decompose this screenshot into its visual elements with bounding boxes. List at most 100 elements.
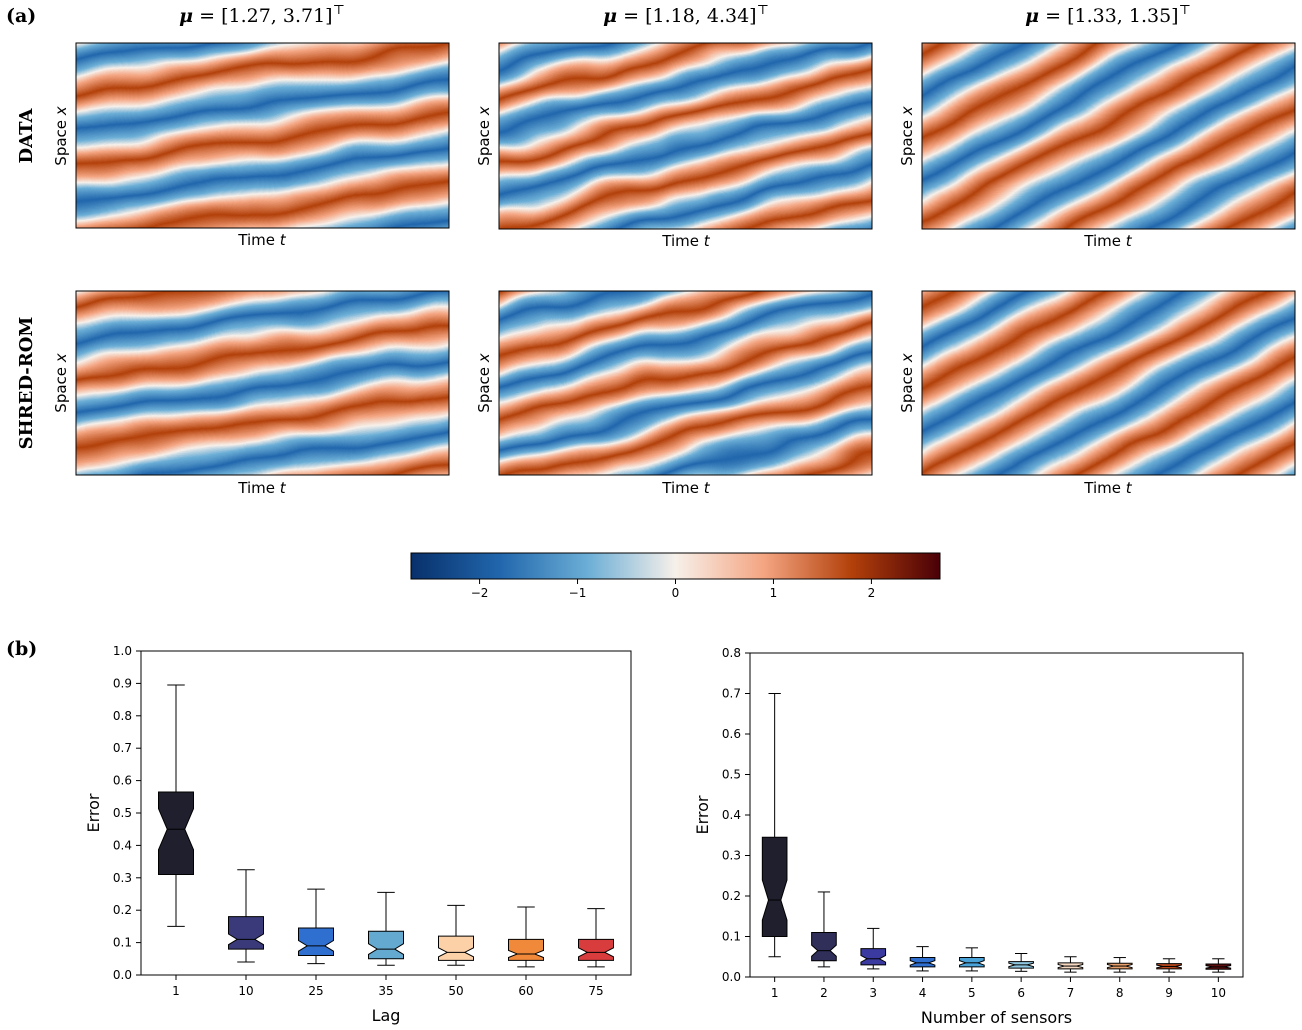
ylabel: Space x [898, 353, 916, 413]
box-35 [368, 891, 404, 966]
y-tick-label: 0.7 [113, 741, 132, 755]
box-7 [1057, 956, 1084, 973]
x-tick-label: 50 [448, 984, 463, 998]
y-tick-label: 0.7 [722, 687, 741, 701]
heatmap-data-1 [75, 42, 450, 229]
box-6 [1008, 953, 1034, 972]
xlabel: Time t [1083, 232, 1133, 250]
colorbar-gradient [410, 552, 941, 580]
heatmap-axis-labels: Time t Time t Time t Time t Time t Time … [52, 106, 1133, 497]
xlabel: Time t [237, 231, 287, 249]
box-60 [508, 906, 544, 968]
heatmap-field [499, 291, 872, 475]
y-tick-label: 0.1 [722, 930, 741, 944]
heatmap-shred-1 [75, 290, 450, 476]
xlabel: Time t [1083, 479, 1133, 497]
x-tick-label: 4 [919, 986, 927, 1000]
heatmap-shred-2 [498, 290, 873, 476]
heatmap-shred-3 [921, 290, 1296, 476]
x-tick-label: 25 [308, 984, 323, 998]
ylabel: Space x [52, 106, 70, 166]
y-tick-label: 0.8 [722, 646, 741, 660]
y-tick-label: 0.1 [113, 936, 132, 950]
y-tick-label: 0.4 [113, 838, 132, 852]
heatmap-data-3 [921, 42, 1296, 230]
y-tick-label: 0.2 [113, 903, 132, 917]
box-5 [959, 947, 985, 972]
ylabel: Space x [475, 106, 493, 166]
y-axis-label: Error [693, 795, 712, 834]
boxplot-lag: 0.0 0.1 0.2 0.3 0.4 0.5 0.6 0.7 0.8 0.9 1.0 1 10 25 35… [84, 644, 632, 1025]
y-tick-label: 0.8 [113, 709, 132, 723]
row-label-shred: SHRED-ROM [16, 317, 37, 450]
heatmap-field [922, 43, 1295, 229]
x-tick-label: 75 [588, 984, 603, 998]
colorbar: −2 −1 0 1 2 [410, 552, 941, 600]
x-tick-label: 10 [238, 984, 253, 998]
heatmap-data-2 [498, 42, 873, 230]
ylabel: Space x [475, 353, 493, 413]
colorbar-tick-label: 2 [868, 586, 876, 600]
x-tick-label: 2 [820, 986, 828, 1000]
box-1 [158, 684, 194, 927]
x-tick-label: 5 [968, 986, 976, 1000]
x-tick-label: 35 [378, 984, 393, 998]
box-10 [228, 869, 264, 963]
box-8 [1106, 957, 1133, 973]
xlabel: Time t [661, 232, 711, 250]
box-50 [438, 904, 474, 966]
y-tick-label: 0.0 [113, 968, 132, 982]
y-tick-label: 0.3 [113, 871, 132, 885]
col-title-2: μ = [1.18, 4.34]⊤ [603, 3, 769, 27]
colorbar-tick-label: −1 [569, 586, 587, 600]
heatmap-grid [75, 42, 1296, 476]
x-tick-label: 60 [518, 984, 533, 998]
y-tick-label: 0.6 [113, 774, 132, 788]
ylabel: Space x [898, 106, 916, 166]
xlabel: Time t [237, 479, 287, 497]
heatmap-field [922, 291, 1295, 475]
colorbar-tick-label: 1 [770, 586, 778, 600]
x-tick-label: 3 [869, 986, 877, 1000]
y-tick-label: 0.3 [722, 849, 741, 863]
ylabel: Space x [52, 353, 70, 413]
x-tick-label: 1 [172, 984, 180, 998]
box-2 [811, 891, 837, 968]
x-tick-label: 1 [771, 986, 779, 1000]
panel-label-a: (a) [6, 5, 36, 27]
heatmap-field [499, 43, 872, 229]
x-tick-label: 7 [1067, 986, 1075, 1000]
y-tick-label: 0.9 [113, 676, 132, 690]
x-axis-label: Lag [372, 1006, 401, 1025]
row-label-data: DATA [16, 107, 37, 163]
y-tick-label: 0.4 [722, 808, 741, 822]
boxplot-sensors: 0.0 0.1 0.2 0.3 0.4 0.5 0.6 0.7 0.8 1 2 3 4 5 6 7 8 9 10 Nu… [693, 646, 1244, 1027]
colorbar-tick-label: −2 [471, 586, 489, 600]
x-tick-label: 10 [1211, 986, 1226, 1000]
x-tick-label: 9 [1165, 986, 1173, 1000]
panel-label-b: (b) [6, 638, 37, 660]
y-tick-label: 0.6 [722, 727, 741, 741]
box-10 [1205, 958, 1232, 973]
y-tick-label: 1.0 [113, 644, 132, 658]
colorbar-tick-label: 0 [672, 586, 680, 600]
box-9 [1156, 958, 1182, 973]
box-4 [909, 946, 936, 972]
x-axis-label: Number of sensors [921, 1008, 1072, 1027]
x-tick-label: 8 [1116, 986, 1124, 1000]
col-title-3: μ = [1.33, 1.35]⊤ [1025, 3, 1191, 27]
xlabel: Time t [661, 479, 711, 497]
box-75 [578, 908, 614, 968]
heatmap-field [76, 291, 449, 475]
box-3 [860, 927, 887, 970]
x-tick-label: 6 [1017, 986, 1025, 1000]
y-tick-label: 0.0 [722, 970, 741, 984]
col-title-1: μ = [1.27, 3.71]⊤ [179, 3, 345, 27]
box-1 [761, 693, 788, 958]
heatmap-field [76, 43, 449, 228]
y-tick-label: 0.5 [113, 806, 132, 820]
box-25 [298, 888, 334, 965]
y-tick-label: 0.5 [722, 768, 741, 782]
y-tick-label: 0.2 [722, 889, 741, 903]
